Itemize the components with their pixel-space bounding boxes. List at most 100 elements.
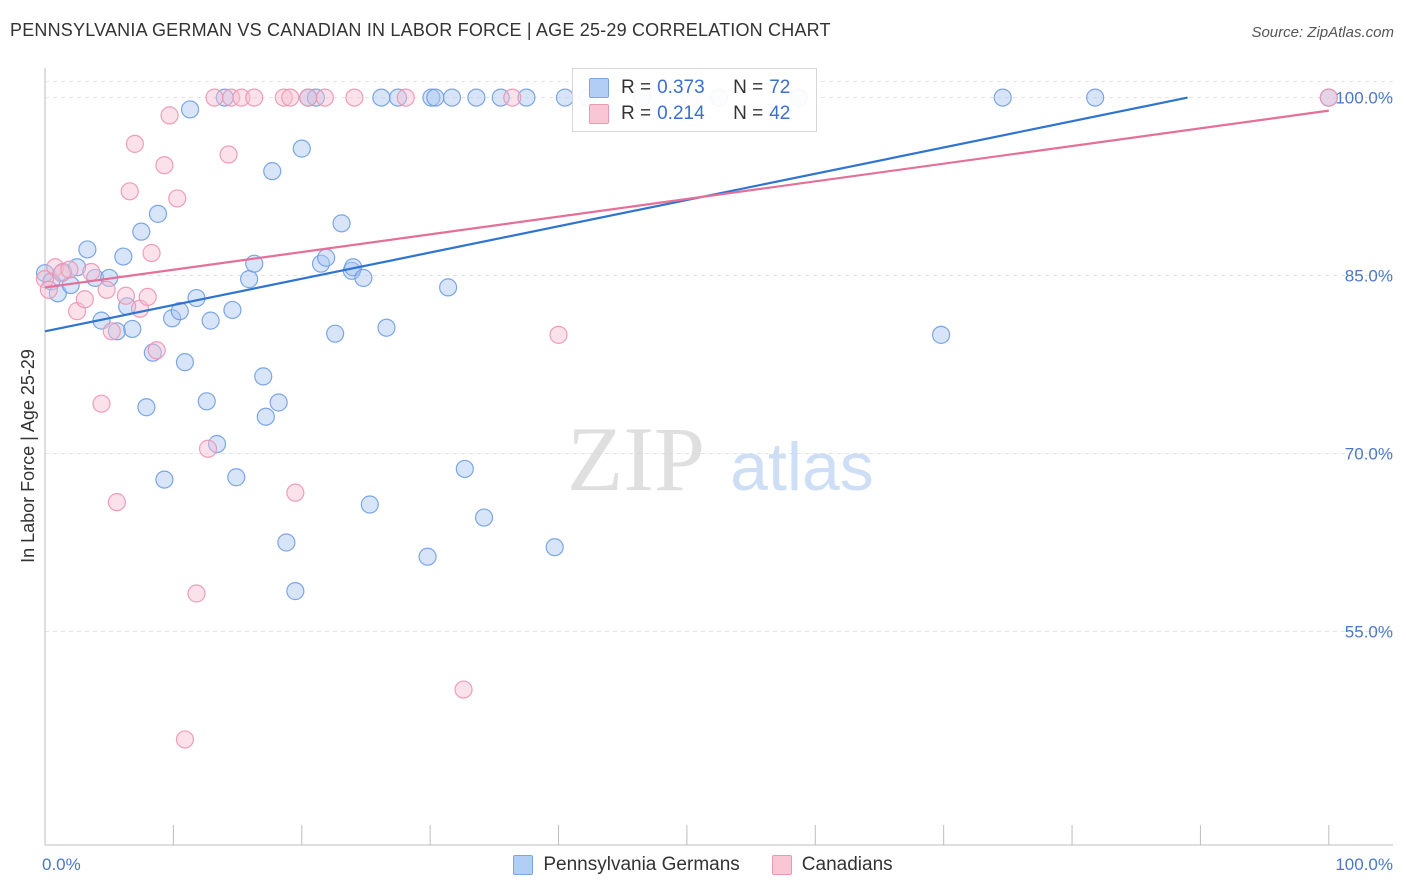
legend-r-value: 0.214 [657, 103, 705, 124]
trend-layer [44, 96, 1329, 333]
point-canadian [147, 341, 166, 360]
legend-swatch-pink [589, 104, 609, 124]
point-canadian [175, 730, 195, 749]
point-canadian [232, 88, 251, 107]
legend-item-canadians[interactable]: Canadians [771, 854, 893, 876]
point-canadian [35, 270, 55, 289]
y-tick-label: 85.0% [1345, 267, 1393, 286]
point-pennsylvania-german [439, 278, 458, 297]
legend-stats: R = 0.373 N = 72 R = 0.214 N = 42 [572, 68, 817, 132]
x-tick-label: 100.0% [1335, 855, 1393, 874]
point-canadian [75, 290, 94, 309]
point-canadian [142, 243, 161, 263]
point-pennsylvania-german [286, 582, 305, 601]
legend-item-pennsylvania-germans[interactable]: Pennsylvania Germans [513, 854, 740, 876]
point-canadian [82, 262, 101, 282]
point-canadian [205, 88, 224, 107]
source-label: Source: ZipAtlas.com [1251, 24, 1394, 41]
watermark: ZIP atlas [567, 408, 874, 510]
point-canadian [168, 189, 187, 208]
point-canadian [222, 88, 241, 107]
point-pennsylvania-german [180, 100, 200, 119]
legend-label: Pennsylvania Germans [543, 854, 740, 875]
legend-series: Pennsylvania Germans Canadians [0, 852, 1406, 878]
watermark-zip: ZIP [567, 408, 705, 510]
point-canadian [155, 156, 174, 175]
point-canadian [345, 88, 364, 107]
y-tick-label: 100.0% [1335, 89, 1393, 108]
legend-stats-row-blue: R = 0.373 N = 72 [589, 75, 790, 101]
point-pennsylvania-german [931, 325, 951, 344]
point-pennsylvania-german [426, 88, 445, 107]
point-pennsylvania-german [354, 268, 373, 288]
point-canadian [107, 493, 126, 512]
point-canadian [219, 145, 238, 164]
point-pennsylvania-german [155, 470, 174, 489]
point-canadian [549, 325, 568, 344]
point-pennsylvania-german [132, 222, 151, 241]
point-canadian [97, 280, 116, 299]
point-pennsylvania-german [326, 324, 345, 343]
point-pennsylvania-german [263, 162, 282, 181]
legend-swatch-blue [589, 78, 609, 98]
point-pennsylvania-german [455, 459, 474, 479]
trendline-pennsylvania-germans [44, 96, 1188, 333]
legend-stats-row-pink: R = 0.214 N = 42 [589, 101, 790, 127]
y-axis-title: In Labor Force | Age 25-29 [18, 349, 38, 563]
point-pennsylvania-german [137, 398, 156, 417]
chart-title: PENNSYLVANIA GERMAN VS CANADIAN IN LABOR… [10, 20, 831, 40]
point-pennsylvania-german [292, 139, 311, 158]
point-canadian [92, 394, 111, 413]
point-pennsylvania-german [422, 88, 441, 107]
point-pennsylvania-german [227, 468, 246, 487]
legend-label: Canadians [801, 854, 893, 875]
point-canadian [454, 680, 473, 699]
point-canadian [160, 106, 179, 125]
point-pennsylvania-german [418, 547, 437, 566]
point-canadian [503, 88, 522, 107]
point-pennsylvania-german [256, 407, 275, 426]
point-canadian [286, 483, 305, 502]
y-tick-label: 70.0% [1345, 445, 1393, 464]
point-pennsylvania-german [317, 248, 336, 267]
point-pennsylvania-german [332, 214, 351, 233]
point-pennsylvania-german [240, 270, 259, 289]
legend-n-label: N = [733, 103, 764, 124]
point-pennsylvania-german [269, 393, 288, 412]
legend-r-label: R = [621, 103, 652, 124]
labels-layer: 55.0% 70.0% 85.0% 100.0% 0.0% 100.0% [42, 89, 1393, 874]
point-canadian [138, 287, 157, 306]
point-canadian [299, 88, 318, 107]
point-pennsylvania-german [311, 254, 331, 273]
point-pennsylvania-german [175, 353, 195, 372]
legend-n-value: 72 [769, 77, 791, 98]
axes-layer [44, 68, 1393, 846]
point-pennsylvania-german [993, 88, 1012, 107]
point-pennsylvania-german [277, 533, 296, 552]
point-pennsylvania-german [474, 508, 494, 527]
point-pennsylvania-german [360, 495, 379, 514]
point-canadian [245, 88, 264, 107]
point-pennsylvania-german [442, 88, 462, 107]
point-canadian [125, 134, 144, 153]
legend-r-label: R = [621, 77, 652, 98]
points-layer [35, 88, 1338, 749]
point-canadian [60, 260, 79, 279]
point-pennsylvania-german [78, 240, 97, 259]
point-canadian [281, 88, 300, 107]
point-pennsylvania-german [197, 392, 216, 411]
point-canadian [102, 322, 121, 341]
point-pennsylvania-german [123, 319, 142, 339]
grid-layer [45, 81, 1393, 632]
point-pennsylvania-german [114, 247, 133, 266]
legend-swatch-blue [513, 855, 534, 875]
point-pennsylvania-german [467, 88, 486, 107]
point-pennsylvania-german [1086, 88, 1105, 107]
point-pennsylvania-german [201, 311, 220, 330]
point-canadian [1319, 88, 1338, 107]
point-pennsylvania-german [162, 309, 182, 328]
x-tick-label: 0.0% [42, 855, 81, 874]
point-canadian [120, 182, 139, 201]
point-canadian [187, 584, 206, 603]
